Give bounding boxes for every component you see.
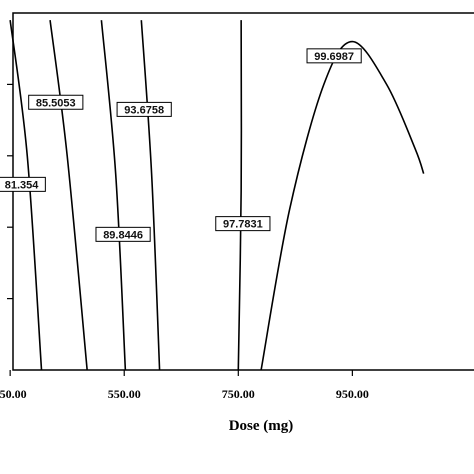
contour-label-text: 99.6987 (314, 51, 354, 63)
contour-label: 89.8446 (95, 226, 151, 242)
x-tick-label: 550.00 (108, 387, 141, 401)
contour-line (237, 20, 243, 371)
contour-label: 97.7831 (215, 216, 271, 232)
contour-label-box (116, 101, 172, 117)
contour-label-text: 89.8446 (103, 229, 143, 241)
contour-label-box (306, 48, 362, 64)
x-tick-label: 350.00 (0, 387, 27, 401)
contour-label-box (215, 216, 271, 232)
contour-line (100, 20, 127, 371)
contour-label-text: 85.5053 (36, 97, 76, 109)
x-axis-title: Dose (mg) (229, 418, 294, 434)
x-tick-label: 950.00 (336, 387, 369, 401)
contour-label: 93.6758 (116, 101, 172, 117)
contour-line (9, 20, 43, 371)
contour-lines (9, 20, 425, 371)
contour-label-box (0, 176, 46, 192)
contour-label-box (28, 94, 84, 110)
y-axis-ticks (7, 83, 13, 300)
x-axis-ticks: 350.00 550.00 750.00 950.00 (0, 370, 369, 401)
contour-label: 85.5053 (28, 94, 84, 110)
contour-label-text: 93.6758 (124, 104, 164, 116)
plot-area (12, 12, 474, 371)
contour-labels: 81.354 85.5053 89.8446 93.6758 97.7831 99.698… (0, 48, 362, 242)
x-tick-label: 750.00 (222, 387, 255, 401)
contour-label-text: 97.7831 (223, 219, 263, 231)
contour-label: 81.354 (0, 176, 46, 192)
contour-label-box (95, 226, 151, 242)
contour-line (260, 40, 425, 371)
contour-label: 99.6987 (306, 48, 362, 64)
contour-line (140, 20, 161, 371)
contour-label-text: 81.354 (5, 179, 40, 191)
contour-line (49, 20, 88, 371)
